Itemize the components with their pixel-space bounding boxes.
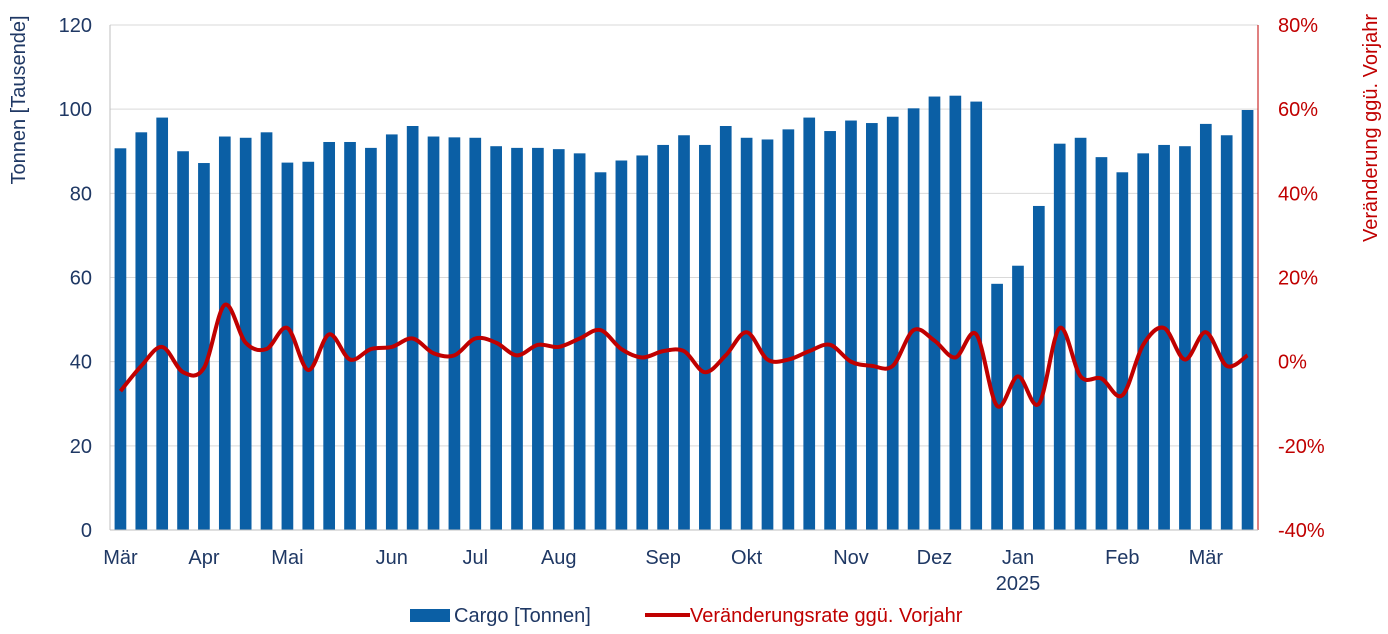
y-tick-label-left: 20 [70,436,92,458]
y-tick-label-left: 40 [70,352,92,374]
bar [365,147,377,530]
bar [1095,157,1108,530]
y-axis-title-right: Veränderung ggü. Vorjahr [1360,14,1382,242]
x-tick-label: Jul [462,547,488,569]
y-tick-label-right: -40% [1278,520,1325,542]
bar [719,126,732,530]
y-axis-title-left: Tonnen [Tausende] [8,15,30,184]
bar [490,146,502,530]
tick-labels: 0 20 40 60 80 100 120 -40% -20% 0% 20% 40% 60% 80% Mär… [59,15,1325,595]
y-tick-label-right: 40% [1278,183,1318,205]
bar [114,148,127,531]
bar [928,96,941,530]
y-tick-label-right: -20% [1278,436,1325,458]
legend-label-cargo: Cargo [Tonnen] [454,605,591,627]
y-tick-label-right: 0% [1278,352,1307,374]
bar [1074,137,1087,530]
x-tick-label: Jun [376,547,408,569]
bar [239,137,252,530]
legend: Cargo [Tonnen] Veränderungsrate ggü. Vor… [410,605,963,627]
bar [156,117,169,530]
line-series-change-rate [118,302,1249,409]
y-tick-label-left: 100 [59,99,92,121]
bar [448,137,461,531]
bar [1241,110,1254,530]
bar [824,131,836,531]
bar [532,147,544,530]
x-tick-label: Mär [103,547,138,569]
y-tick-label-right: 80% [1278,15,1318,37]
bar [782,129,795,530]
bar [1032,205,1045,530]
bar [135,132,148,530]
bar [949,95,962,530]
bar [1012,265,1024,530]
x-tick-label: Feb [1105,547,1139,569]
y-tick-label-left: 120 [59,15,92,37]
x-tick-label: Aug [541,547,577,569]
axes [109,25,1259,531]
bar [1116,172,1129,531]
bar [511,147,523,530]
bar [552,149,565,530]
bar [427,136,440,530]
bar [803,117,816,530]
x-tick-label: Dez [917,547,953,569]
x-tick-label: Mai [271,547,303,569]
bar [657,144,669,530]
y-tick-label-left: 60 [70,268,92,290]
bar [302,161,315,530]
bar [761,139,774,530]
legend-label-change-rate: Veränderungsrate ggü. Vorjahr [690,605,963,627]
bar [678,135,690,530]
x-tick-label: Mär [1189,547,1224,569]
change-rate-line [118,302,1249,409]
x-tick-label: Sep [645,547,681,569]
bar [845,120,857,530]
bar [1179,146,1191,530]
bar [406,126,419,530]
bar-series-cargo [114,95,1254,531]
bar [1053,143,1066,530]
x-tick-label: Nov [833,547,869,569]
x-tick-label: Apr [188,547,219,569]
bar [1199,123,1212,531]
bar [636,155,649,530]
y-tick-label-right: 20% [1278,268,1318,290]
bar [866,123,878,531]
y-tick-label-left: 0 [81,520,92,542]
bar [970,101,983,530]
bar [344,141,356,531]
bar [218,136,231,530]
bar [573,153,586,530]
bar [1220,135,1233,530]
bar [281,162,294,531]
bar [385,134,398,531]
x-year-label: 2025 [996,573,1041,595]
bar [886,116,899,531]
bar [177,151,189,530]
bar [907,108,920,530]
bar [469,137,482,530]
legend-swatch-cargo [410,609,450,622]
x-tick-label: Okt [731,547,763,569]
bar [260,132,273,530]
x-tick-label: Jan [1002,547,1034,569]
bar [594,172,607,531]
y-tick-label-right: 60% [1278,99,1318,121]
bar [615,160,628,530]
bar [699,144,711,530]
bar [198,163,210,530]
bar [1158,144,1170,530]
y-tick-label-left: 80 [70,183,92,205]
